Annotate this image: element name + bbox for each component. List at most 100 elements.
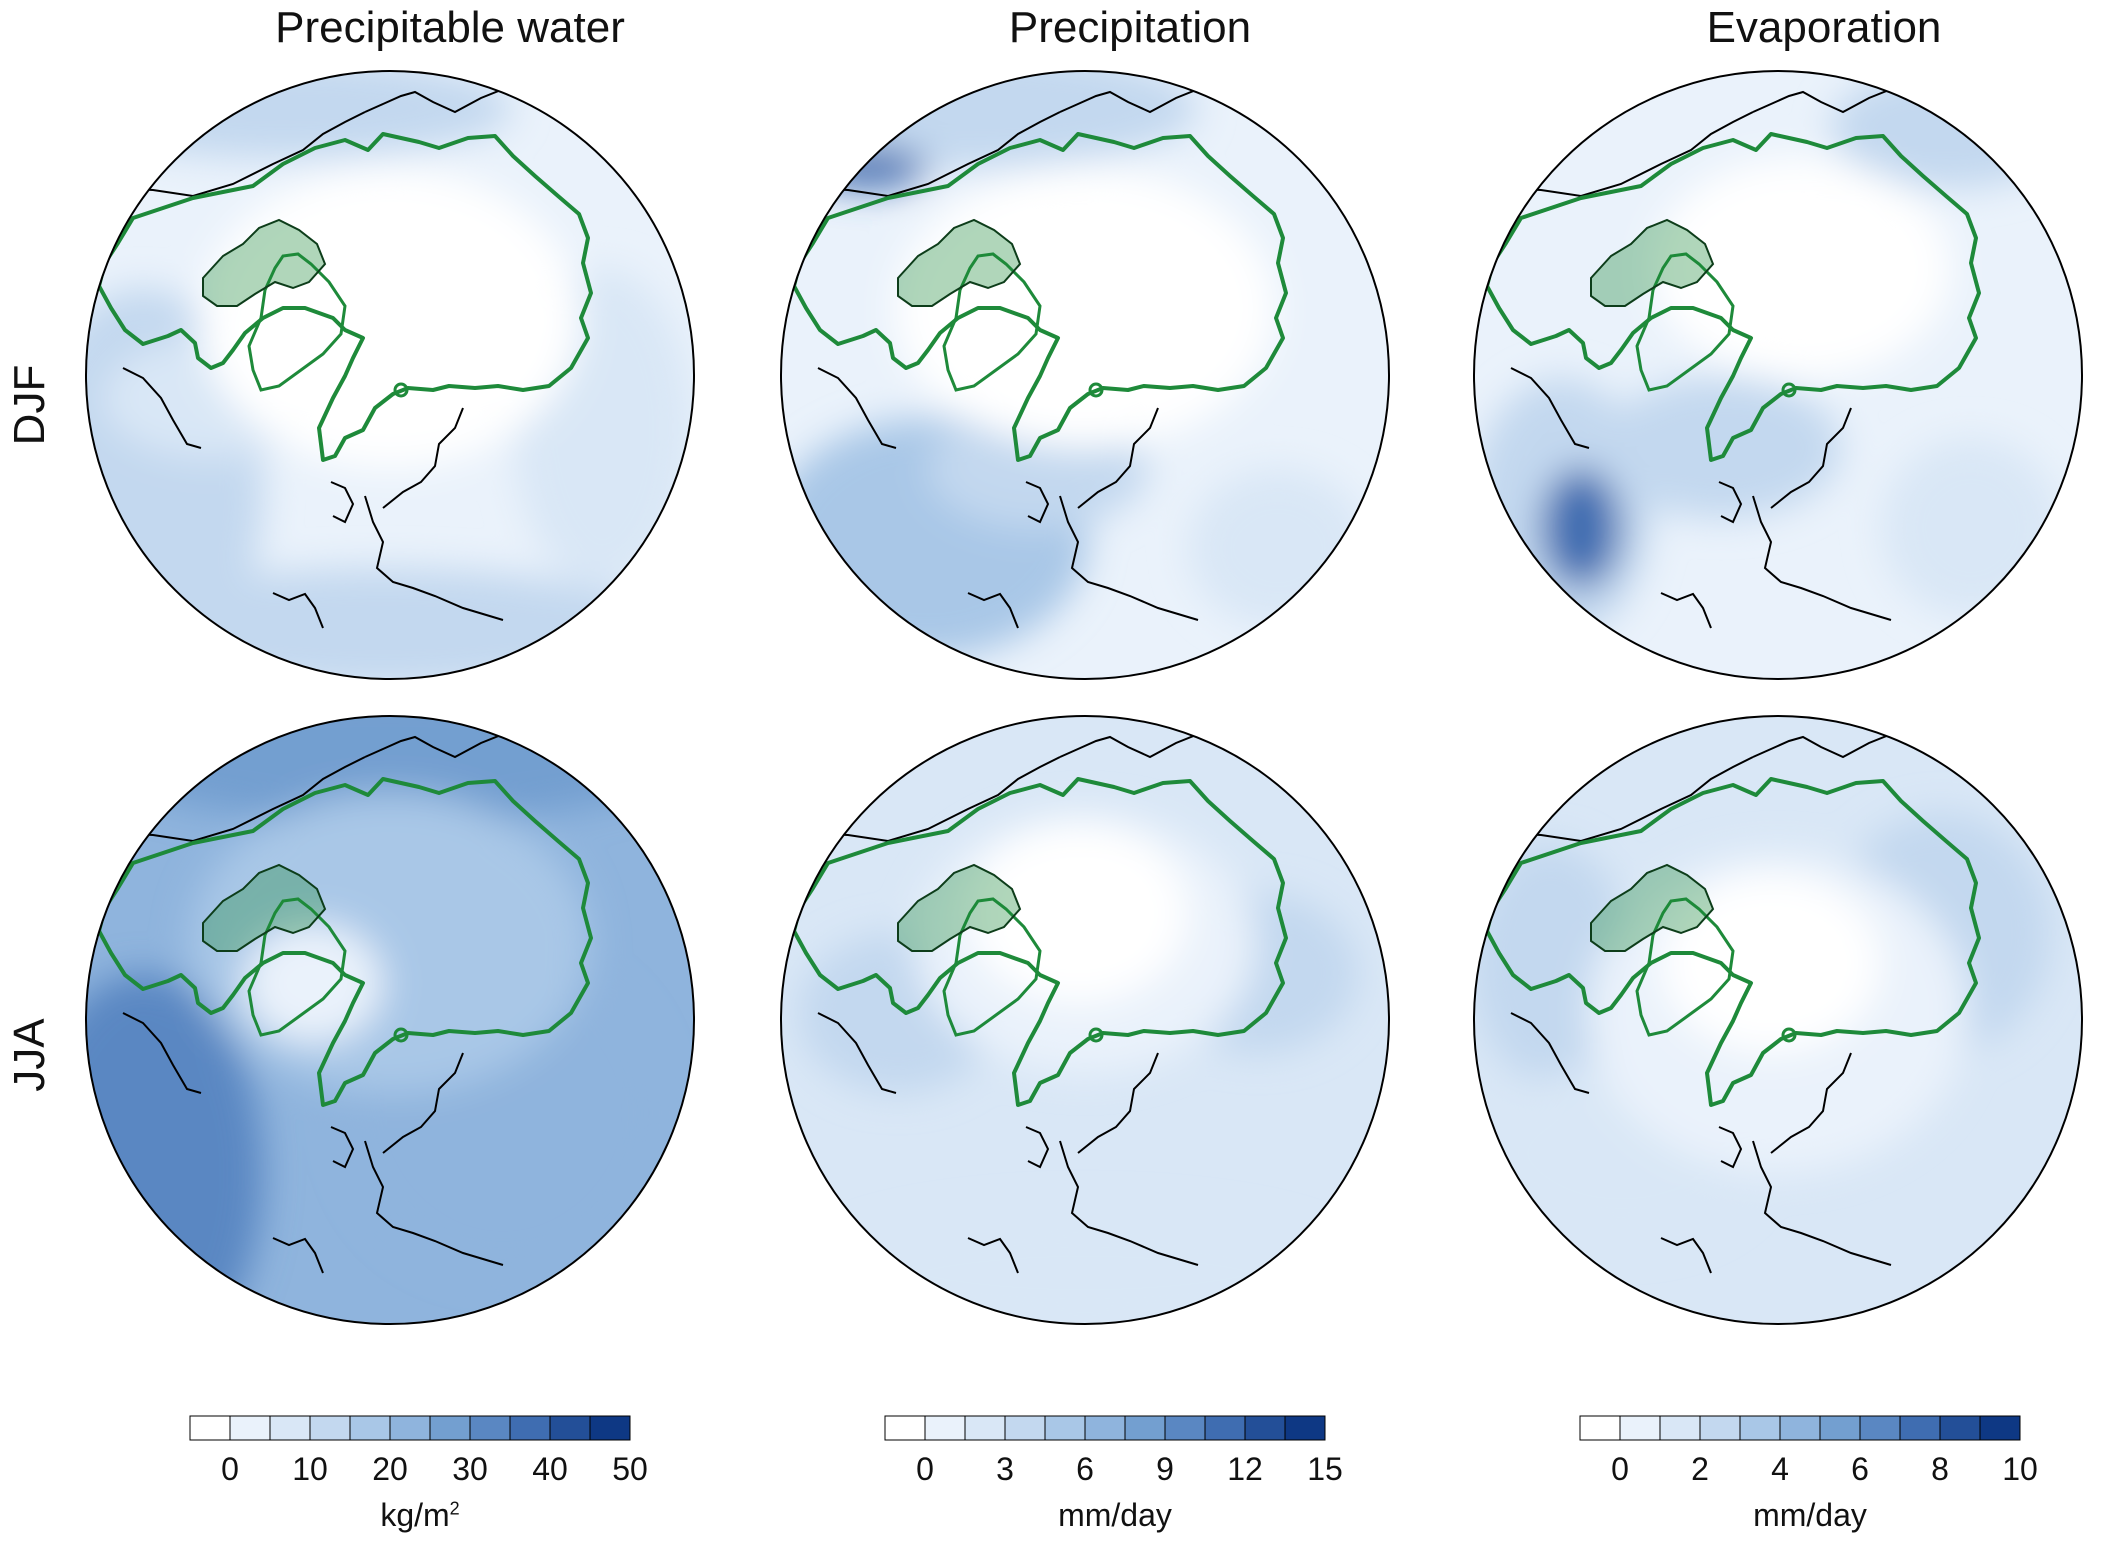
coastline [817,1012,897,1094]
map-boundary [1473,715,2083,1325]
greenland-outline [1635,252,1735,392]
coastline [112,111,366,198]
map-boundary [85,715,695,1325]
coastline [272,1237,324,1274]
map-jja-precipitable-water [85,715,695,1325]
coastline [1660,1237,1712,1274]
coastline [382,407,464,509]
colorbar-swatch [1699,1415,1741,1441]
island-outline [1781,382,1797,398]
colorbar-tick-label: 30 [452,1451,488,1487]
colorbar-tick-label: 2 [1691,1451,1709,1487]
map-boundary [85,70,695,680]
field-region [1541,468,1621,588]
colorbar-tick-label: 4 [1771,1451,1789,1487]
field-region [895,168,1275,448]
arctic-basin-outline [792,132,1288,462]
coastline [1660,592,1712,629]
arctic-basin-outline [1485,132,1981,462]
colorbar-tick-label: 3 [996,1451,1014,1487]
coastline [1510,367,1590,449]
map-jja-evaporation [1473,715,2083,1325]
coastline [364,495,504,621]
coastline [122,1012,202,1094]
archipelago-outline [1590,218,1715,307]
field-region [1188,468,1368,628]
map-boundary [780,715,1390,1325]
colorbar-swatch [1044,1415,1086,1441]
colorbar-tick-label: 10 [2002,1451,2038,1487]
archipelago-outline [897,218,1022,307]
coastline [1718,481,1743,524]
coastline [272,592,324,629]
colorbar-swatch [269,1415,311,1441]
coastline [1059,495,1199,621]
colorbar-swatch [1004,1415,1046,1441]
colorbar-swatch [1619,1415,1661,1441]
island-outline [393,1027,409,1043]
colorbar-unit-precipitation: mm/day [1058,1497,1172,1533]
colorbar-swatch [1124,1415,1166,1441]
colorbar-precipitable-water: 0 10 20 30 40 50 [189,1415,648,1487]
greenland-outline [942,252,1042,392]
map-djf-evaporation [1473,70,2083,680]
title-precipitable-water: Precipitable water [275,3,625,52]
coastline [330,481,355,524]
coastline [1770,1052,1852,1154]
field-region [1601,378,1841,518]
colorbar-precipitation: 0 3 6 9 12 15 [884,1415,1343,1487]
coastline [967,1237,1019,1274]
colorbar-swatch [1819,1415,1861,1441]
colorbar-swatch [1939,1415,1981,1441]
colorbar-swatch [1084,1415,1126,1441]
coastline [1500,756,1754,843]
greenland-outline [1635,897,1735,1037]
coastline [817,367,897,449]
coastline [1077,407,1159,509]
colorbar-swatch [309,1415,351,1441]
map-boundary [780,70,1390,680]
greenland-outline [247,252,347,392]
coastline [1077,1052,1159,1154]
coastline [330,1126,355,1169]
colorbar-tick-label: 10 [292,1451,328,1487]
arctic-basin-outline [1485,777,1981,1107]
colorbar-tick-label: 8 [1931,1451,1949,1487]
colorbar-evaporation: 0 2 4 6 8 10 [1579,1415,2038,1487]
coastline [1025,481,1050,524]
colorbar-tick-label: 50 [612,1451,648,1487]
colorbar-swatch [1859,1415,1901,1441]
island-outline [1781,1027,1797,1043]
colorbar-swatch [1739,1415,1781,1441]
colorbar-swatch [1899,1415,1941,1441]
coastline [807,111,1061,198]
colorbar-swatch [229,1415,271,1441]
map-djf-precipitation [780,70,1390,680]
field-region [808,148,928,188]
colorbar-swatch [1164,1415,1206,1441]
colorbar-swatch [509,1415,551,1441]
colorbar-swatch [1284,1415,1326,1441]
island-outline [1088,382,1104,398]
arctic-basin-outline [792,777,1288,1107]
coastline [1752,1140,1892,1266]
colorbar-swatch [1659,1415,1701,1441]
colorbar-tick-label: 6 [1076,1451,1094,1487]
coastline [382,1052,464,1154]
coastline [1752,495,1892,621]
colorbar-swatch [389,1415,431,1441]
colorbar-swatch [924,1415,966,1441]
colorbar-tick-label: 15 [1307,1451,1343,1487]
colorbar-swatch [469,1415,511,1441]
field-region [200,168,580,468]
coastline [364,1140,504,1266]
coastline [112,756,366,843]
title-evaporation: Evaporation [1706,3,1942,52]
archipelago-outline [202,218,327,307]
greenland-outline [942,897,1042,1037]
colorbar-swatch [884,1415,926,1441]
colorbar-swatch [1204,1415,1246,1441]
colorbar-tick-label: 6 [1851,1451,1869,1487]
coastline [1770,407,1852,509]
coastline [122,367,202,449]
